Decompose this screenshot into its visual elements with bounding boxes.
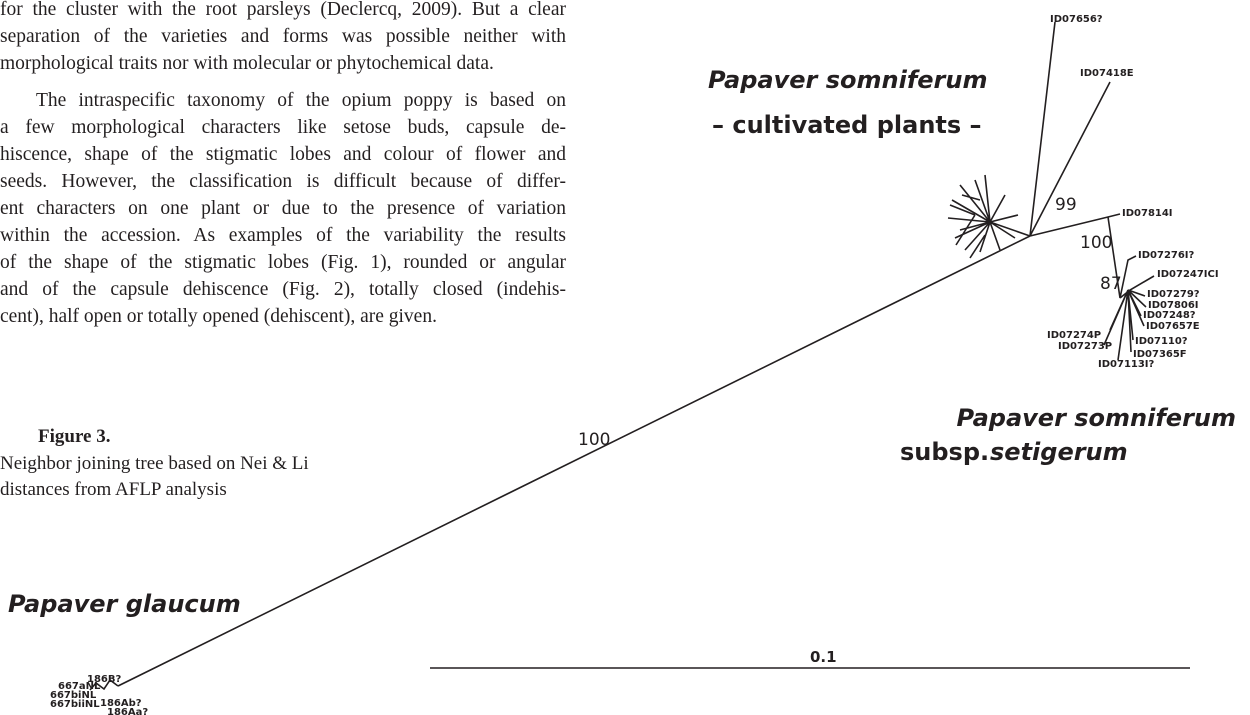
leaf-label: 186Ab? [100,698,142,709]
leaf-label: 186Aa? [107,707,148,715]
leaf-label: ID07274P [1047,330,1101,341]
text-line: morphological traits nor with molecular … [0,53,494,74]
leaf-label: ID07657E [1146,321,1200,332]
tree-branches [89,21,1190,691]
leaf-label: ID07247ICI [1157,269,1219,280]
bootstrap-value: 99 [1055,195,1077,215]
leaf-label: ID07365F [1133,349,1187,360]
group-epithet: setigerum [990,438,1128,466]
leaf-label: ID07248? [1143,310,1196,321]
bootstrap-value: 100 [578,430,610,450]
caption-line: Neighbor joining tree based on Nei & Li [0,453,309,474]
text-line: within the accession. As examples of the… [0,225,566,246]
text-line: for the cluster with the root parsleys (… [0,0,566,20]
scale-label: 0.1 [810,648,837,666]
group-note: – cultivated plants – [712,111,982,139]
text-line: cent), half open or totally opened (dehi… [0,306,437,327]
leaf-label: 667biiNL [50,699,100,710]
text-line: and of the capsule dehiscence (Fig. 2), … [0,279,566,300]
leaf-label: ID07110? [1135,336,1188,347]
leaf-label: 667aNL [58,681,101,692]
leaf-label: ID07814I [1122,208,1173,219]
group-label: Papaver somniferum [957,404,1236,432]
text-line: hiscence, shape of the stigmatic lobes a… [0,144,566,165]
group-label: Papaver glaucum [8,590,241,618]
group-label: Papaver somniferum [708,66,987,94]
text-line: of the shape of the stigmatic lobes (Fig… [0,252,566,273]
text-line: a few morphological characters like seto… [0,117,566,138]
group-rank: subsp. [900,438,989,466]
leaf-label: ID07276I? [1138,250,1195,261]
leaf-label: ID07113I? [1098,359,1155,370]
caption-label: Figure 3. [38,426,111,447]
leaf-label: 186B? [87,674,121,685]
bootstrap-value: 87 [1100,274,1122,294]
leaf-label: ID07418E [1080,68,1134,79]
bootstrap-value: 100 [1080,233,1112,253]
text-line: The intraspecific taxonomy of the opium … [36,90,566,111]
caption-line: distances from AFLP analysis [0,479,227,500]
leaf-label: ID07279? [1147,289,1200,300]
leaf-label: ID07273P [1058,341,1112,352]
text-line: separation of the varieties and forms wa… [0,26,566,47]
leaf-label: 667biNL [50,690,97,701]
text-line: seeds. However, the classification is di… [0,171,566,192]
leaf-label: ID07806I [1148,300,1199,311]
leaf-label: ID07656? [1050,14,1103,25]
text-line: ent characters on one plant or due to th… [0,198,566,219]
